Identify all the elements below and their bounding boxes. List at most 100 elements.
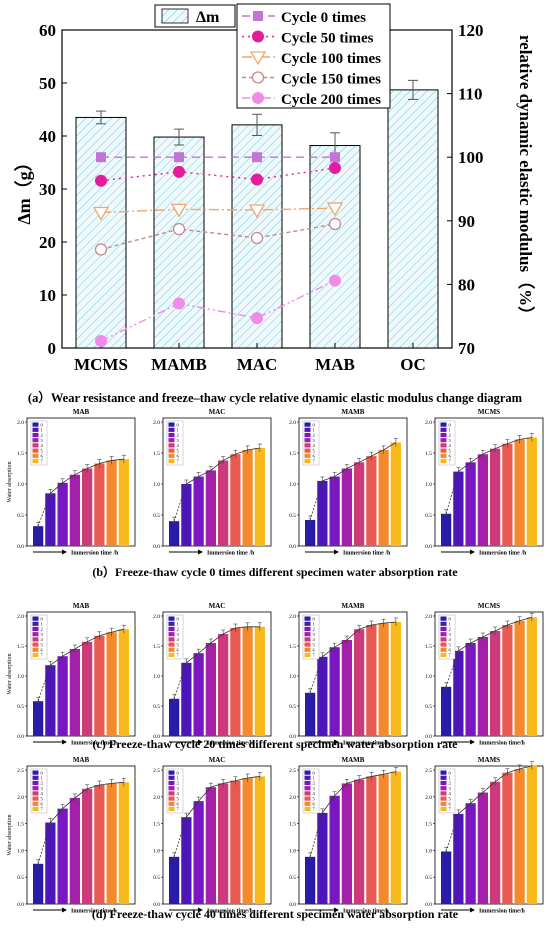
legend-label: 2	[449, 433, 451, 438]
legend-label: 3	[449, 632, 452, 637]
y-tick-label: 2.0	[289, 614, 296, 620]
y-tick-label: 50	[39, 74, 56, 93]
bar	[305, 692, 316, 736]
legend-swatch	[168, 647, 175, 652]
legend-swatch	[304, 775, 311, 780]
x-axis-title: Immersion time/h	[207, 908, 253, 914]
legend-swatch	[168, 427, 175, 432]
legend-swatch	[32, 637, 39, 642]
legend-swatch	[168, 621, 175, 626]
x-axis-title: Immersion time/h	[71, 908, 117, 914]
legend-swatch	[304, 806, 311, 812]
bar	[490, 781, 501, 904]
bar	[390, 442, 401, 546]
legend-swatch	[304, 647, 311, 652]
trend-line-start	[37, 493, 51, 527]
series-point	[92, 206, 110, 221]
legend-label: 1	[177, 622, 179, 627]
y-tick-label: 1.5	[289, 822, 296, 828]
legend-swatch	[32, 422, 39, 427]
legend-swatch	[440, 448, 447, 453]
trend-line-start	[173, 662, 187, 699]
legend-label: 6	[177, 648, 180, 653]
bar	[33, 526, 44, 546]
y-tick-label: 0.5	[153, 513, 160, 519]
y-tick-label: 0.0	[289, 544, 296, 550]
panel-legend	[302, 614, 320, 660]
panel-legend	[30, 614, 48, 660]
legend-swatch	[440, 652, 447, 658]
time-arrow-head	[470, 739, 475, 745]
bar	[106, 460, 117, 546]
legend-label: 3	[313, 632, 316, 637]
y-tick-label: 1.0	[153, 848, 160, 854]
legend-swatch	[440, 775, 447, 780]
legend-swatch	[32, 448, 39, 453]
bar	[366, 625, 377, 736]
y-tick-label: 1.0	[425, 482, 432, 488]
legend-label: 0	[177, 616, 180, 621]
y-tick-label: 20	[39, 233, 56, 252]
trend-line	[186, 626, 260, 664]
time-arrow-head	[198, 739, 203, 745]
series-point	[96, 152, 106, 163]
bar	[465, 462, 476, 546]
legend-swatch	[32, 621, 39, 626]
series-point	[326, 202, 344, 217]
x-axis-title: Immersion time/h	[71, 740, 117, 746]
y2-tick-label: 110	[458, 85, 483, 104]
panel-legend	[30, 420, 48, 466]
legend-swatch	[168, 786, 175, 791]
legend-label: 5	[449, 796, 452, 801]
legend-label: 5	[177, 642, 180, 647]
time-arrow-head	[198, 907, 203, 913]
y-tick-label: 1.5	[17, 822, 24, 828]
legend-label: 1	[449, 622, 451, 627]
legend-swatch	[304, 453, 311, 458]
trend-line	[50, 781, 124, 823]
bar	[366, 456, 377, 546]
bar	[94, 785, 105, 904]
legend-swatch	[304, 780, 311, 786]
x-axis-title: Immersion time /h	[343, 550, 391, 556]
x-axis-title: Immersion time /h	[479, 550, 527, 556]
bar	[378, 623, 389, 736]
x-axis-title: Immersion time/h	[207, 740, 253, 746]
bar	[477, 454, 488, 546]
y-tick-label: 2.5	[289, 768, 296, 774]
legend-label: 6	[41, 802, 44, 807]
legend-label: 5	[41, 448, 44, 453]
y-tick-label: 2.0	[153, 420, 160, 426]
y2-tick-label: 120	[458, 21, 484, 40]
bar	[329, 476, 340, 546]
group-caption: (b）Freeze-thaw cycle 0 times different s…	[92, 564, 458, 579]
y-tick-label: 1.5	[425, 451, 432, 457]
y-tick-label: 1.5	[289, 451, 296, 457]
bar	[254, 626, 265, 736]
bar	[514, 620, 525, 736]
y-tick-label: 2.0	[17, 420, 24, 426]
y-tick-label: 0.5	[153, 875, 160, 881]
legend-label: 1	[177, 776, 179, 781]
legend-swatch	[440, 637, 447, 642]
legend-swatch	[168, 637, 175, 642]
legend-label: Cycle 150 times	[281, 72, 381, 88]
bar	[366, 776, 377, 904]
legend-swatch	[304, 796, 311, 801]
bar	[305, 856, 316, 904]
bar	[329, 795, 340, 904]
legend-swatch	[440, 432, 447, 438]
y-tick-label: 40	[39, 127, 56, 146]
legend-label: 3	[449, 786, 452, 791]
y-tick-label: 1.0	[17, 674, 24, 680]
bar	[441, 686, 452, 736]
series-point	[252, 152, 262, 163]
legend-swatch	[440, 616, 447, 621]
legend-swatch	[168, 801, 175, 806]
legend-label: 7	[177, 653, 180, 658]
legend-swatch	[32, 775, 39, 780]
